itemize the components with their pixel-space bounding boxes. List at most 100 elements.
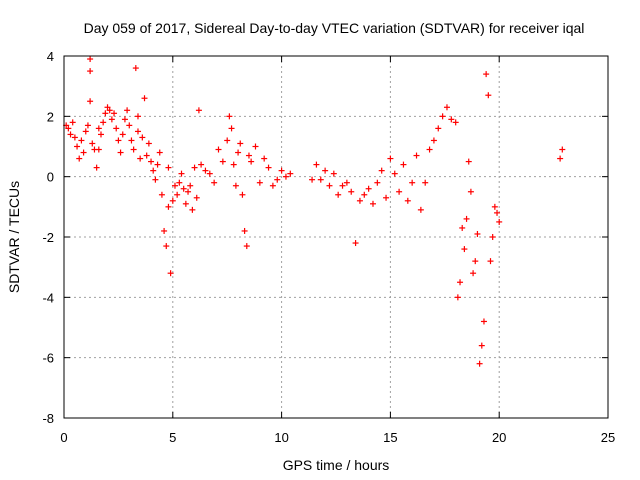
data-point — [150, 167, 157, 174]
data-point — [178, 170, 185, 177]
data-point — [87, 68, 94, 75]
data-point — [461, 246, 468, 253]
x-tick-label: 5 — [169, 430, 176, 445]
data-point — [235, 149, 242, 156]
data-point — [82, 128, 89, 135]
data-point — [439, 113, 446, 120]
y-tick-label: -8 — [42, 411, 54, 426]
data-point — [189, 206, 196, 213]
data-point — [195, 107, 202, 114]
data-point — [65, 125, 72, 132]
data-point — [132, 65, 139, 72]
data-point — [67, 131, 74, 138]
data-point — [369, 200, 376, 207]
data-point — [409, 179, 416, 186]
x-axis-label: GPS time / hours — [283, 457, 390, 473]
data-point — [119, 131, 126, 138]
data-point — [156, 149, 163, 156]
data-point — [245, 152, 252, 159]
data-point — [78, 137, 85, 144]
data-point — [413, 152, 420, 159]
data-point — [167, 270, 174, 277]
data-point — [326, 182, 333, 189]
data-point — [174, 191, 181, 198]
x-tick-label: 10 — [274, 430, 288, 445]
data-point — [232, 182, 239, 189]
data-point — [202, 167, 209, 174]
data-point — [87, 98, 94, 105]
data-point — [400, 161, 407, 168]
data-point — [182, 200, 189, 207]
data-point — [237, 140, 244, 147]
data-point — [128, 137, 135, 144]
data-point — [176, 179, 183, 186]
data-point — [130, 146, 137, 153]
data-point — [265, 164, 272, 171]
data-point — [241, 227, 248, 234]
data-point — [248, 158, 255, 165]
data-point — [97, 131, 104, 138]
y-tick-label: 0 — [47, 170, 54, 185]
data-point — [71, 134, 78, 141]
data-point — [494, 209, 501, 216]
data-point — [80, 149, 87, 156]
data-point — [152, 176, 159, 183]
data-point — [141, 95, 148, 102]
y-axis-ticks: -8 -6 -4 -2 0 2 4 — [42, 49, 608, 426]
grid-lines — [64, 56, 608, 418]
data-point — [430, 137, 437, 144]
x-axis-ticks: 0 5 10 15 20 25 — [60, 56, 615, 445]
data-point — [339, 182, 346, 189]
x-tick-label: 0 — [60, 430, 67, 445]
data-point — [448, 116, 455, 123]
data-point — [467, 188, 474, 195]
data-point — [148, 158, 155, 165]
data-point — [137, 155, 144, 162]
data-point — [111, 110, 118, 117]
data-point — [117, 149, 124, 156]
data-point — [134, 113, 141, 120]
x-tick-label: 20 — [492, 430, 506, 445]
data-point — [95, 146, 102, 153]
data-point — [230, 161, 237, 168]
data-point — [557, 155, 564, 162]
data-point — [391, 170, 398, 177]
data-point — [187, 182, 194, 189]
data-points — [63, 56, 566, 367]
y-tick-label: -4 — [42, 290, 54, 305]
data-point — [165, 203, 172, 210]
data-point — [383, 194, 390, 201]
data-point — [343, 179, 350, 186]
data-point — [417, 206, 424, 213]
data-point — [474, 230, 481, 237]
data-point — [139, 134, 146, 141]
data-point — [143, 152, 150, 159]
data-point — [378, 167, 385, 174]
y-axis-label: SDTVAR / TECUs — [6, 181, 22, 293]
data-point — [457, 279, 464, 286]
data-point — [106, 107, 113, 114]
data-point — [470, 270, 477, 277]
data-point — [287, 170, 294, 177]
data-point — [356, 197, 363, 204]
data-point — [104, 104, 111, 111]
data-point — [180, 185, 187, 192]
data-point — [219, 158, 226, 165]
data-point — [206, 170, 213, 177]
data-point — [89, 140, 96, 147]
data-point — [361, 191, 368, 198]
data-point — [309, 176, 316, 183]
x-tick-label: 25 — [601, 430, 615, 445]
y-tick-label: 2 — [47, 109, 54, 124]
data-point — [478, 342, 485, 349]
data-point — [404, 197, 411, 204]
data-point — [496, 218, 503, 225]
data-point — [274, 176, 281, 183]
data-point — [115, 137, 122, 144]
data-point — [256, 179, 263, 186]
data-point — [134, 128, 141, 135]
data-point — [74, 143, 81, 150]
x-tick-label: 15 — [383, 430, 397, 445]
data-point — [224, 137, 231, 144]
